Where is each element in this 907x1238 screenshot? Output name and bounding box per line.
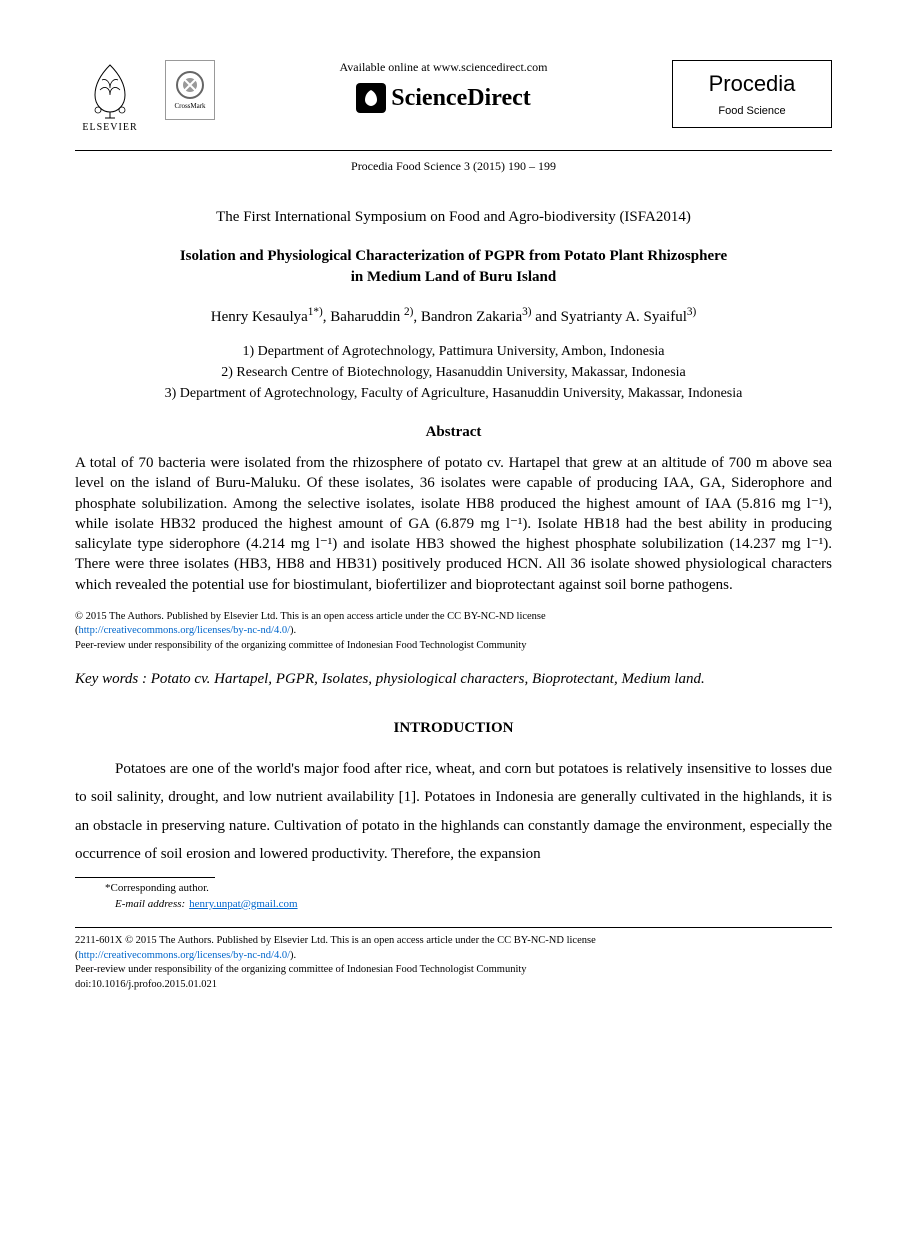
title-line2: in Medium Land of Buru Island — [351, 269, 556, 285]
symposium-name: The First International Symposium on Foo… — [75, 209, 832, 226]
affiliations-block: 1) Department of Agrotechnology, Pattimu… — [75, 341, 832, 404]
affiliation-1: 1) Department of Agrotechnology, Pattimu… — [243, 344, 665, 359]
footer-divider — [75, 927, 832, 928]
introduction-heading: INTRODUCTION — [75, 720, 832, 737]
procedia-title: Procedia — [688, 71, 816, 97]
corresponding-email-row: E-mail address: henry.unpat@gmail.com — [75, 894, 832, 912]
sciencedirect-icon — [356, 83, 386, 113]
header-left: ELSEVIER CrossMark — [75, 60, 215, 140]
crossmark-badge[interactable]: CrossMark — [165, 60, 215, 120]
citation-line: Procedia Food Science 3 (2015) 190 – 199 — [75, 159, 832, 174]
email-label: E-mail address: — [115, 898, 185, 910]
footer-block: 2211-601X © 2015 The Authors. Published … — [75, 934, 832, 993]
keywords: Key words : Potato cv. Hartapel, PGPR, I… — [75, 669, 832, 690]
corresponding-author-label: *Corresponding author. — [105, 882, 832, 894]
corresponding-divider — [75, 877, 215, 878]
procedia-subtitle: Food Science — [688, 105, 816, 117]
footer-line2: Peer-review under responsibility of the … — [75, 964, 527, 975]
introduction-paragraph: Potatoes are one of the world's major fo… — [75, 755, 832, 869]
affiliation-3: 3) Department of Agrotechnology, Faculty… — [165, 386, 743, 401]
paper-title: Isolation and Physiological Characteriza… — [75, 246, 832, 288]
sciencedirect-label: ScienceDirect — [391, 85, 531, 112]
authors-line: Henry Kesaulya1*), Baharuddin 2), Bandro… — [75, 306, 832, 326]
crossmark-icon — [175, 70, 205, 100]
header-divider — [75, 150, 832, 151]
footer-license-link[interactable]: http://creativecommons.org/licenses/by-n… — [79, 950, 291, 961]
abstract-text: A total of 70 bacteria were isolated fro… — [75, 453, 832, 595]
procedia-box: Procedia Food Science — [672, 60, 832, 128]
header-center: Available online at www.sciencedirect.co… — [215, 60, 672, 113]
affiliation-2: 2) Research Centre of Biotechnology, Has… — [221, 365, 686, 380]
title-line1: Isolation and Physiological Characteriza… — [180, 248, 727, 264]
elsevier-logo: ELSEVIER — [75, 60, 145, 140]
license-link[interactable]: http://creativecommons.org/licenses/by-n… — [79, 625, 291, 636]
available-online-text: Available online at www.sciencedirect.co… — [230, 60, 657, 75]
elsevier-label: ELSEVIER — [82, 122, 137, 133]
footer-line1: 2211-601X © 2015 The Authors. Published … — [75, 935, 596, 946]
license-line1: © 2015 The Authors. Published by Elsevie… — [75, 611, 546, 622]
license-block: © 2015 The Authors. Published by Elsevie… — [75, 610, 832, 654]
crossmark-label: CrossMark — [174, 102, 205, 110]
license-line2: Peer-review under responsibility of the … — [75, 640, 527, 651]
elsevier-tree-icon — [80, 60, 140, 120]
footer-doi: doi:10.1016/j.profoo.2015.01.021 — [75, 979, 217, 990]
abstract-heading: Abstract — [75, 424, 832, 441]
header-row: ELSEVIER CrossMark Available online at w… — [75, 60, 832, 140]
sciencedirect-brand: ScienceDirect — [230, 83, 657, 113]
email-link[interactable]: henry.unpat@gmail.com — [189, 898, 297, 910]
